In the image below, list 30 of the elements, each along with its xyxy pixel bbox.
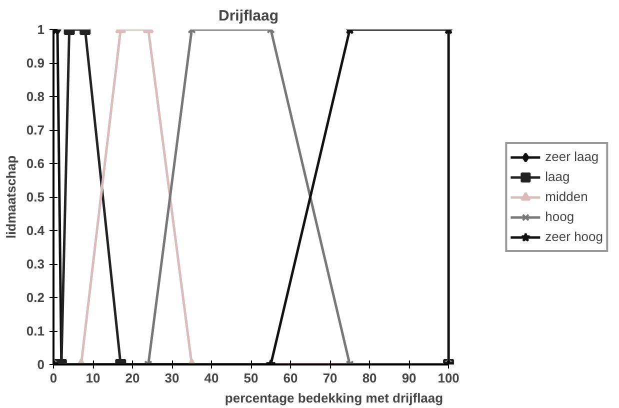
- x-tick-label: 0: [50, 370, 58, 386]
- x-tick-label: 80: [362, 370, 377, 386]
- y-axis-title: lidmaatschap: [3, 155, 18, 239]
- x-axis-title: percentage bedekking met drijflaag: [224, 390, 444, 406]
- y-tick-label: 0.1: [26, 324, 45, 338]
- x-tick-label: 30: [164, 370, 180, 386]
- legend-label: zeer laag: [545, 149, 599, 164]
- y-tick-label: 0.7: [26, 122, 45, 138]
- y-tick-label: 0.6: [26, 156, 45, 171]
- y-tick-label: 0: [37, 357, 45, 372]
- x-tick-label: 40: [204, 370, 219, 386]
- y-tick-label: 0.8: [26, 89, 45, 104]
- x-tick-label: 70: [322, 370, 338, 386]
- y-tick-label: 1: [37, 22, 45, 37]
- y-tick-label: 0.5: [26, 190, 45, 204]
- x-tick-label: 20: [125, 370, 140, 386]
- x-tick-label: 100: [438, 370, 460, 386]
- y-tick-label: 0.4: [26, 223, 46, 238]
- chart-title: Drijflaag: [218, 8, 279, 24]
- legend-label: zeer hoog: [545, 229, 603, 244]
- legend-label: laag: [545, 169, 570, 184]
- y-tick-label: 0.2: [26, 290, 45, 305]
- y-tick-label: 0.3: [26, 256, 45, 272]
- legend-label: hoog: [545, 209, 574, 224]
- x-tick-label: 50: [244, 370, 258, 386]
- y-tick-label: 0.9: [26, 56, 45, 70]
- x-tick-label: 10: [86, 370, 100, 386]
- x-tick-label: 90: [402, 370, 416, 386]
- x-tick-label: 60: [283, 370, 298, 386]
- legend-label: midden: [545, 189, 588, 204]
